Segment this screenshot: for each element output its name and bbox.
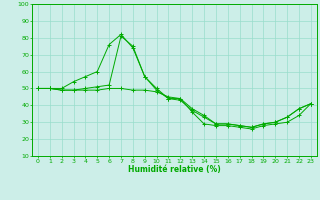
X-axis label: Humidité relative (%): Humidité relative (%) <box>128 165 221 174</box>
